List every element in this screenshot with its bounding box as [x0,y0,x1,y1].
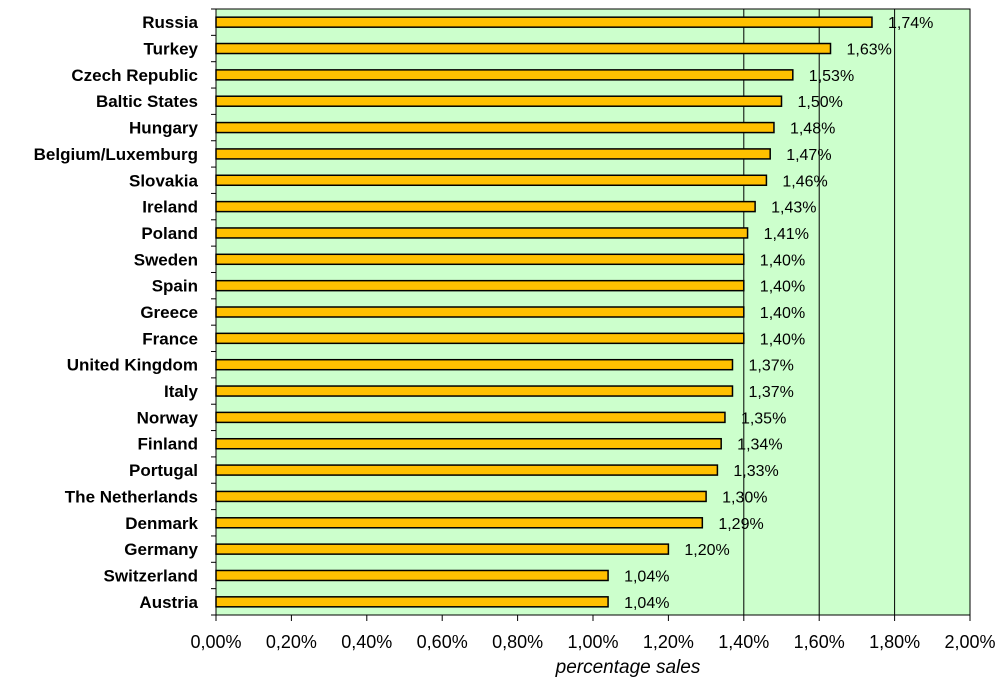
data-label: 1,04% [624,595,669,612]
category-label: Baltic States [96,92,198,111]
bar [215,95,783,107]
bars [215,16,873,608]
data-label: 1,35% [741,410,786,427]
bar [215,42,832,55]
category-label: Czech Republic [71,66,198,85]
bar [215,121,775,134]
category-label: Austria [139,593,198,612]
data-label: 1,37% [748,384,793,401]
bar [215,306,745,318]
bar [215,517,704,529]
category-label: Poland [141,224,198,243]
data-label: 1,43% [771,200,816,217]
y-axis-ticks [211,8,216,616]
x-tick-label: 0,80% [492,632,543,652]
data-label: 1,40% [760,279,805,296]
data-label: 1,04% [624,568,669,585]
category-label: Germany [124,540,198,559]
x-tick-label: 1,60% [794,632,845,652]
bar [215,596,609,608]
data-label: 1,48% [790,121,835,138]
x-tick-label: 1,40% [718,632,769,652]
x-tick-label: 1,00% [567,632,618,652]
category-label: Portugal [129,461,198,480]
data-label: 1,37% [748,358,793,375]
x-tick-label: 0,60% [417,632,468,652]
x-tick-label: 0,00% [190,632,241,652]
category-label: Russia [142,13,198,32]
bar [215,358,734,371]
category-label: Greece [140,303,198,322]
x-tick-labels: 0,00% 0,20% 0,40% 0,60% 0,80% 1,00% 1,20% 1,40%… [190,632,995,652]
bar [215,385,734,397]
category-label: Sweden [134,250,198,269]
bar [215,437,722,450]
x-axis-ticks [215,615,971,621]
category-label: Ireland [142,198,198,217]
data-label: 1,74% [888,15,933,32]
bar [215,69,794,81]
data-label: 1,53% [809,68,854,85]
category-label: Hungary [129,119,199,138]
category-label: Turkey [144,40,199,59]
bar [215,411,726,424]
data-label: 1,29% [718,516,763,533]
bar [215,490,707,503]
category-label: United Kingdom [67,356,198,375]
bar [215,279,745,292]
data-label: 1,47% [786,147,831,164]
bar [215,227,749,239]
category-label: Finland [138,435,198,454]
data-label: 1,34% [737,437,782,454]
bar [215,200,756,213]
data-label: 1,46% [782,173,827,190]
bar [215,569,609,582]
x-tick-label: 0,20% [266,632,317,652]
bar [215,464,719,476]
bar [215,253,745,266]
category-label: Italy [164,382,199,401]
x-tick-label: 0,40% [341,632,392,652]
data-label: 1,30% [722,489,767,506]
category-labels: Russia Turkey Czech Republic Baltic States H… [34,13,199,612]
category-label: The Netherlands [65,487,198,506]
category-label: Spain [152,277,198,296]
data-label: 1,40% [760,331,805,348]
bar [215,332,745,345]
category-label: Belgium/Luxemburg [34,145,198,164]
data-label: 1,50% [798,94,843,111]
x-tick-label: 2,00% [944,632,995,652]
data-label: 1,63% [847,42,892,59]
data-label: 1,40% [760,252,805,269]
data-label: 1,41% [764,226,809,243]
x-axis-title: percentage sales [555,657,701,678]
bar [215,16,873,28]
category-label: Switzerland [104,566,198,585]
category-label: France [142,329,198,348]
data-label: 1,33% [733,463,778,480]
data-label: 1,20% [684,542,729,559]
category-label: Norway [137,408,199,427]
bar [215,174,768,187]
x-tick-label: 1,20% [643,632,694,652]
data-label: 1,40% [760,305,805,322]
bar [215,543,670,555]
x-tick-label: 1,80% [869,632,920,652]
category-label: Slovakia [129,171,199,190]
bar [215,148,771,160]
category-label: Denmark [125,514,198,533]
value-labels: 1,74% 1,63% 1,53% 1,50% 1,48% 1,47% 1,46% 1,43%… [624,15,933,612]
